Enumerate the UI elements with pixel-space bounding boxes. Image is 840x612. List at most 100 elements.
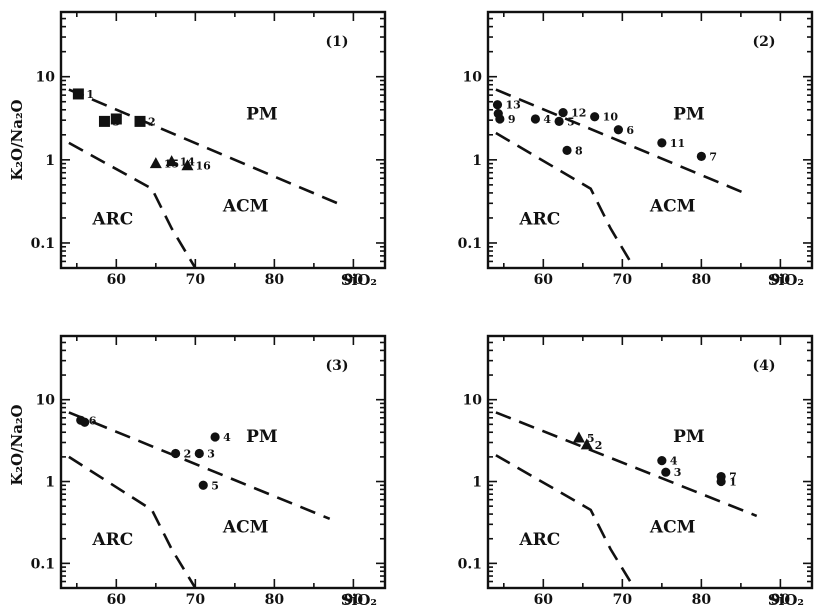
- y-tick-label: 0.1: [31, 556, 55, 572]
- data-point: [134, 115, 146, 127]
- data-point: [590, 112, 600, 122]
- data-point-label: 10: [603, 111, 619, 124]
- plot-frame: [486, 10, 814, 270]
- data-point-label: 5: [587, 432, 595, 445]
- y-minor-ticks: [488, 335, 812, 589]
- x-tick-label: 60: [534, 272, 554, 288]
- boundary-pm-acm: [495, 88, 750, 197]
- data-point: [495, 114, 505, 124]
- panel-label: (3): [326, 358, 349, 374]
- x-tick-label: 60: [107, 592, 127, 608]
- boundary-pm-acm: [68, 88, 339, 205]
- y-tick-label: 1: [45, 153, 55, 169]
- plot-frame: [486, 334, 814, 590]
- panel-label: (4): [753, 358, 776, 374]
- data-point-label: 7: [729, 471, 737, 484]
- data-point-label: 11: [670, 137, 685, 150]
- region-label-arc: ARC: [518, 209, 560, 229]
- x-tick-label: 70: [613, 272, 633, 288]
- data-point: [210, 432, 220, 442]
- data-point-label: 3: [674, 466, 682, 479]
- y-minor-ticks: [488, 11, 812, 269]
- x-tick-label: 60: [107, 272, 127, 288]
- data-point-label: 8: [575, 144, 583, 157]
- x-axis-title: SiO₂: [341, 271, 377, 289]
- y-axis-title-top: K₂O/Na₂O: [8, 99, 26, 180]
- data-point: [170, 448, 181, 459]
- data-point: [657, 138, 667, 148]
- plot-frame: [59, 334, 387, 590]
- x-tick-label: 80: [265, 272, 285, 288]
- y-minor-ticks: [61, 335, 385, 589]
- data-point-label: 7: [709, 150, 717, 163]
- boundary-arc-upper: [68, 455, 197, 588]
- panel-label: (1): [326, 34, 349, 50]
- region-label-arc: ARC: [91, 530, 133, 550]
- x-tick-label: 90: [344, 272, 364, 288]
- data-point-label: 16: [195, 160, 211, 173]
- y-axis-title-bottom: K₂O/Na₂O: [8, 404, 26, 485]
- data-point: [72, 88, 84, 100]
- data-point-label: 2: [184, 447, 192, 460]
- data-point: [696, 151, 706, 161]
- y-minor-ticks: [61, 11, 385, 269]
- x-tick-label: 60: [534, 592, 554, 608]
- y-tick-label: 0.1: [458, 236, 482, 252]
- chart-panel-2: 60 70 80 90 10 1 0.1 SiO₂ (2) PM ACM ARC 139 4 512 10 6 8…: [458, 10, 814, 289]
- region-label-acm: ACM: [649, 518, 696, 538]
- x-tick-label: 80: [265, 592, 285, 608]
- boundary-arc-upper: [495, 454, 636, 588]
- data-point: [194, 448, 204, 459]
- boundary-arc-upper: [68, 141, 197, 268]
- data-point-label: 5: [211, 479, 219, 492]
- x-tick-label: 90: [771, 272, 791, 288]
- data-point: [558, 107, 568, 118]
- x-axis-title: SiO₂: [768, 271, 804, 289]
- x-ticks: [503, 336, 782, 588]
- y-tick-label: 10: [463, 393, 483, 409]
- x-tick-label: 90: [771, 592, 791, 608]
- data-point-label: 3: [207, 447, 215, 460]
- y-tick-label: 10: [36, 393, 56, 409]
- y-tick-label: 0.1: [31, 236, 55, 252]
- region-label-arc: ARC: [91, 209, 133, 229]
- x-tick-label: 80: [692, 592, 712, 608]
- data-point-label: 6: [89, 414, 97, 427]
- x-ticks: [76, 336, 355, 588]
- data-point-label: 6: [626, 124, 634, 137]
- x-ticks: [503, 12, 782, 268]
- region-label-acm: ACM: [222, 518, 269, 538]
- data-point-label: 13: [505, 99, 520, 112]
- data-point: [181, 159, 194, 171]
- data-point: [554, 116, 564, 126]
- data-point: [149, 157, 162, 169]
- data-point-label: 4: [670, 455, 678, 468]
- y-tick-label: 1: [472, 153, 482, 169]
- data-point-label: 4: [223, 431, 231, 444]
- data-point: [98, 115, 110, 127]
- data-point-label: 2: [148, 115, 156, 128]
- data-point: [572, 431, 585, 443]
- x-axis-title: SiO₂: [768, 591, 804, 609]
- data-point-label: 1: [86, 88, 94, 101]
- y-tick-label: 0.1: [458, 556, 482, 572]
- data-point-label: 15: [164, 158, 179, 171]
- x-tick-label: 90: [344, 592, 364, 608]
- chart-panel-3: 60 70 80 90 10 1 0.1 SiO₂ (3) PM ACM ARC 6 2 34 5: [31, 334, 387, 609]
- data-point-label: 4: [543, 113, 551, 126]
- y-tick-label: 1: [45, 475, 55, 491]
- boundary-pm-acm: [68, 411, 331, 521]
- region-label-pm: PM: [246, 427, 278, 447]
- data-point-label: 1: [729, 476, 737, 489]
- data-point: [80, 417, 90, 427]
- region-label-acm: ACM: [649, 197, 696, 217]
- boundary-pm-acm: [495, 411, 758, 518]
- plot-frame: [59, 10, 387, 270]
- region-label-pm: PM: [673, 105, 705, 125]
- data-point-label: 2: [595, 439, 603, 452]
- x-tick-label: 80: [692, 272, 712, 288]
- data-point-label: 9: [508, 113, 516, 126]
- x-tick-label: 70: [186, 272, 206, 288]
